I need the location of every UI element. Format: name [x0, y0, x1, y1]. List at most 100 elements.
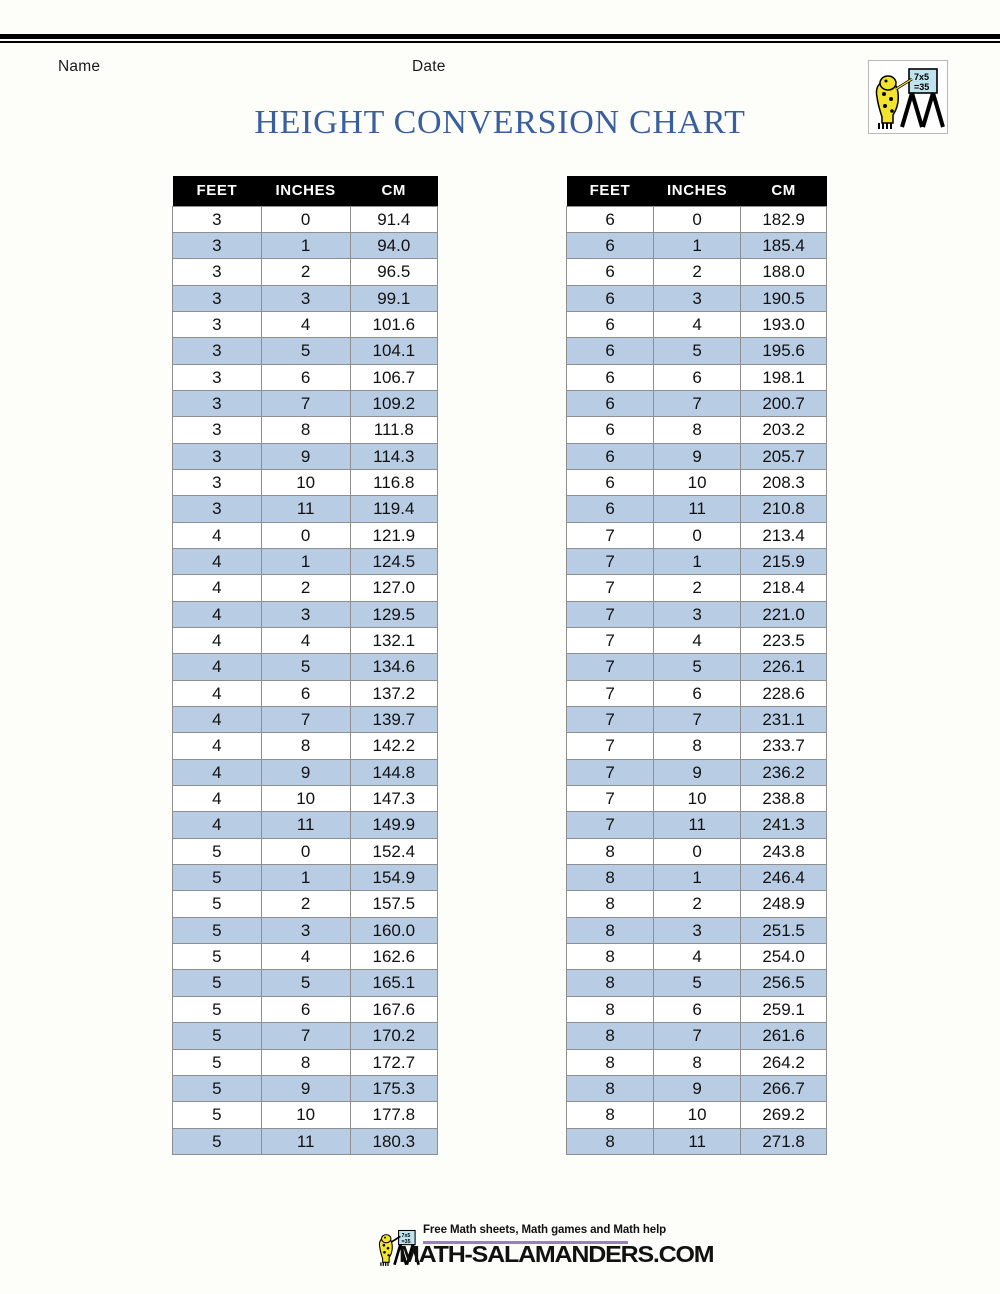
footer-logo-artwork: 7x5 =35	[378, 1229, 420, 1266]
table-row: 5 4 162.6	[172, 943, 439, 971]
cell-feet: 6	[565, 389, 655, 418]
table-row: 4 11 149.9	[172, 811, 439, 839]
table-row: 6 5 195.6	[565, 337, 827, 365]
cell-cm: 124.5	[349, 547, 439, 576]
table-row: 6 0 182.9	[565, 205, 827, 233]
cell-feet: 6	[565, 416, 655, 444]
cell-cm: 226.1	[740, 653, 827, 681]
cell-inches: 9	[260, 1074, 351, 1103]
cell-feet: 8	[565, 837, 655, 866]
cell-feet: 7	[565, 600, 655, 629]
cell-feet: 4	[172, 521, 262, 549]
cell-cm: 157.5	[349, 890, 439, 918]
cell-cm: 139.7	[349, 706, 439, 734]
cell-feet: 4	[172, 653, 262, 681]
cell-feet: 8	[565, 1022, 655, 1050]
cell-inches: 11	[653, 811, 742, 839]
table-row: 8 10 269.2	[565, 1101, 827, 1129]
cell-feet: 6	[565, 337, 655, 365]
table-row: 3 9 114.3	[172, 442, 439, 470]
cell-feet: 4	[172, 732, 262, 760]
cell-inches: 3	[260, 600, 351, 629]
cell-inches: 4	[653, 626, 742, 655]
cell-feet: 3	[172, 495, 262, 523]
cell-feet: 7	[565, 706, 655, 734]
cell-feet: 3	[172, 337, 262, 365]
header-rule-thin	[0, 41, 1000, 43]
cell-inches: 0	[260, 521, 351, 549]
cell-cm: 198.1	[740, 363, 827, 391]
column-header-feet: FEET	[172, 176, 262, 206]
cell-feet: 8	[565, 1127, 655, 1155]
cell-cm: 134.6	[349, 653, 439, 681]
table-row: 4 1 124.5	[172, 547, 439, 576]
table-row: 6 9 205.7	[565, 442, 827, 470]
table-row: 3 1 94.0	[172, 231, 439, 260]
cell-cm: 177.8	[349, 1101, 439, 1129]
cell-cm: 165.1	[349, 969, 439, 997]
cell-cm: 152.4	[349, 837, 439, 866]
cell-feet: 7	[565, 653, 655, 681]
cell-inches: 4	[260, 310, 351, 339]
cell-feet: 3	[172, 363, 262, 391]
table-row: 3 8 111.8	[172, 416, 439, 444]
cell-inches: 2	[260, 574, 351, 602]
cell-cm: 172.7	[349, 1048, 439, 1076]
cell-feet: 7	[565, 758, 655, 787]
footer-domain-link[interactable]: MATH-SALAMANDERS.COM	[399, 1242, 715, 1268]
cell-cm: 193.0	[740, 310, 827, 339]
cell-cm: 241.3	[740, 811, 827, 839]
cell-cm: 144.8	[349, 758, 439, 787]
table-row: 6 2 188.0	[565, 258, 827, 286]
table-row: 7 5 226.1	[565, 653, 827, 681]
cell-feet: 4	[172, 785, 262, 813]
cell-feet: 6	[565, 205, 655, 233]
table-row: 7 6 228.6	[565, 679, 827, 708]
cell-inches: 1	[260, 231, 351, 260]
cell-cm: 238.8	[740, 785, 827, 813]
cell-inches: 10	[653, 1101, 742, 1129]
cell-feet: 7	[565, 574, 655, 602]
cell-inches: 8	[260, 416, 351, 444]
cell-cm: 129.5	[349, 600, 439, 629]
cell-cm: 91.4	[349, 205, 439, 233]
cell-feet: 5	[172, 890, 262, 918]
cell-inches: 6	[260, 995, 351, 1024]
table-row: 4 2 127.0	[172, 574, 439, 602]
cell-cm: 259.1	[740, 995, 827, 1024]
table-row: 7 10 238.8	[565, 785, 827, 813]
cell-cm: 114.3	[349, 442, 439, 470]
cell-inches: 8	[653, 732, 742, 760]
table-body-left: 3 0 91.4 3 1 94.0 3 2 96.5 3 3 99.1 3 4 101.6 3 5 104.1 3 6…	[172, 205, 439, 1155]
cell-inches: 3	[260, 284, 351, 312]
cell-feet: 4	[172, 758, 262, 787]
header-rule-thick	[0, 34, 1000, 39]
cell-feet: 8	[565, 864, 655, 892]
cell-feet: 8	[565, 1074, 655, 1103]
table-row: 4 6 137.2	[172, 679, 439, 708]
table-row: 4 10 147.3	[172, 785, 439, 813]
cell-cm: 246.4	[740, 864, 827, 892]
cell-cm: 101.6	[349, 310, 439, 339]
cell-cm: 154.9	[349, 864, 439, 892]
cell-cm: 231.1	[740, 706, 827, 734]
cell-feet: 7	[565, 785, 655, 813]
cell-feet: 7	[565, 626, 655, 655]
table-row: 6 10 208.3	[565, 468, 827, 497]
table-row: 8 8 264.2	[565, 1048, 827, 1076]
worksheet-meta-row: Name Date	[0, 58, 1000, 82]
table-row: 5 0 152.4	[172, 837, 439, 866]
column-header-inches: INCHES	[653, 176, 741, 206]
cell-feet: 3	[172, 310, 262, 339]
column-header-cm: CM	[350, 176, 438, 206]
cell-inches: 4	[653, 310, 742, 339]
svg-text:=35: =35	[402, 1239, 411, 1245]
cell-cm: 116.8	[349, 468, 439, 497]
cell-inches: 5	[260, 969, 351, 997]
cell-inches: 0	[653, 521, 742, 549]
table-row: 3 0 91.4	[172, 205, 439, 233]
table-row: 4 4 132.1	[172, 626, 439, 655]
svg-text:=35: =35	[914, 82, 929, 92]
table-row: 5 7 170.2	[172, 1022, 439, 1050]
